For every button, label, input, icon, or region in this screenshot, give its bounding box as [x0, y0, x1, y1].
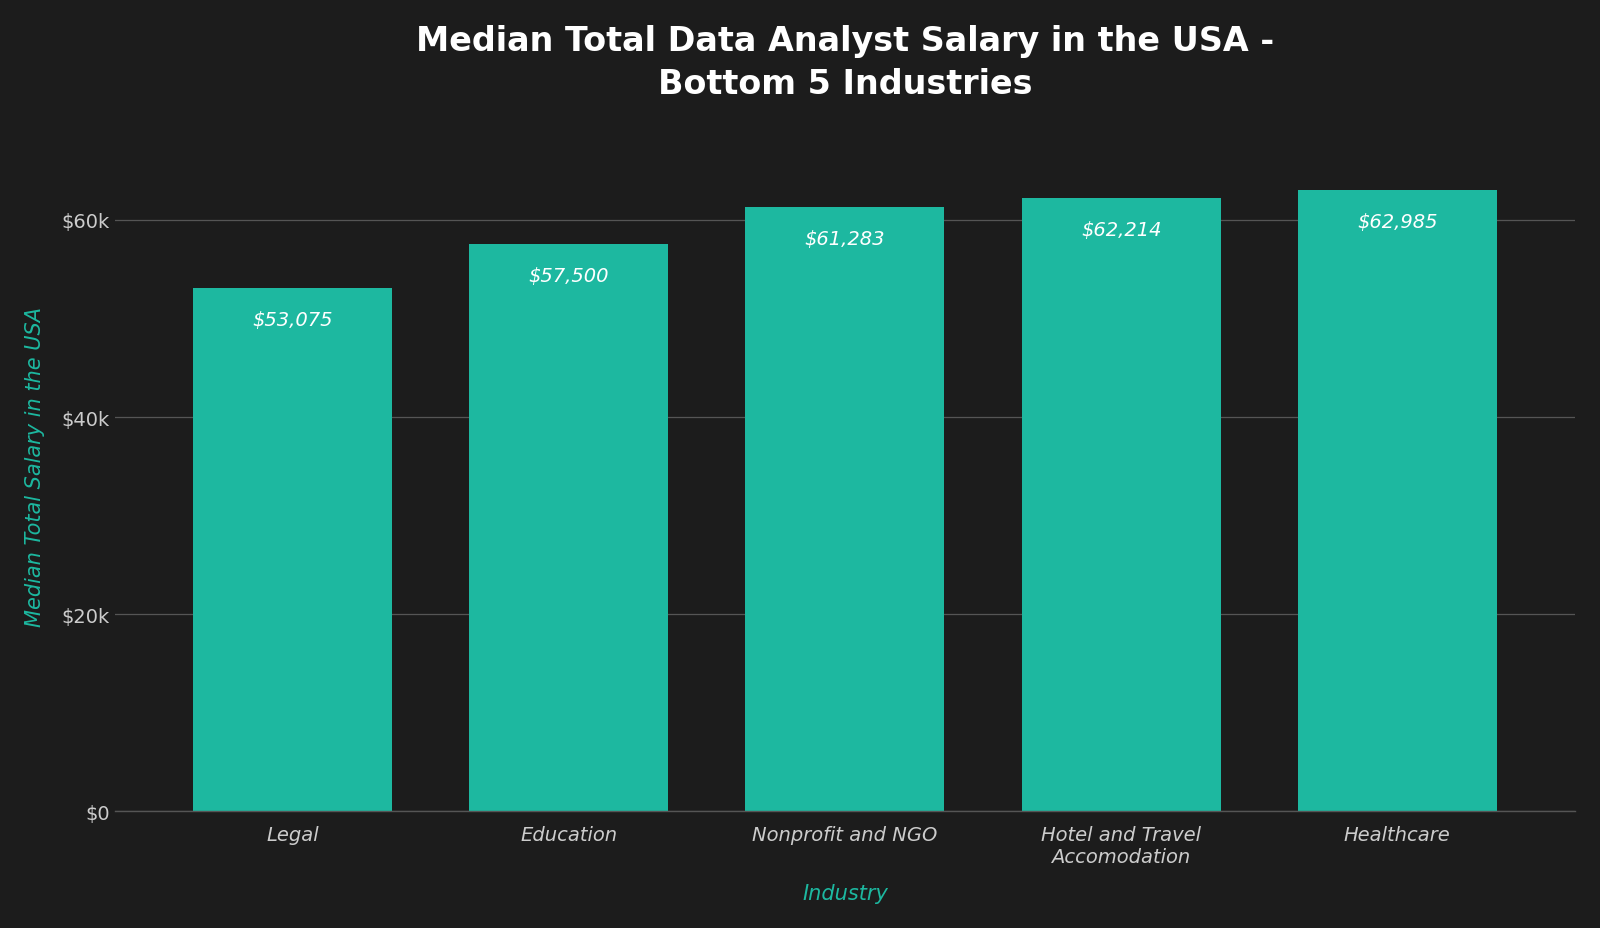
Text: $62,214: $62,214 [1082, 221, 1162, 239]
Title: Median Total Data Analyst Salary in the USA -
Bottom 5 Industries: Median Total Data Analyst Salary in the … [416, 25, 1274, 101]
Y-axis label: Median Total Salary in the USA: Median Total Salary in the USA [26, 307, 45, 626]
Text: $57,500: $57,500 [528, 267, 610, 286]
Text: $53,075: $53,075 [253, 311, 333, 329]
X-axis label: Industry: Industry [802, 883, 888, 903]
Text: $61,283: $61,283 [805, 229, 885, 249]
Bar [1022, 199, 1221, 812]
Bar [1298, 191, 1496, 812]
Bar [469, 245, 669, 812]
Bar [194, 289, 392, 812]
Bar [746, 208, 944, 812]
Text: $62,985: $62,985 [1357, 213, 1437, 232]
